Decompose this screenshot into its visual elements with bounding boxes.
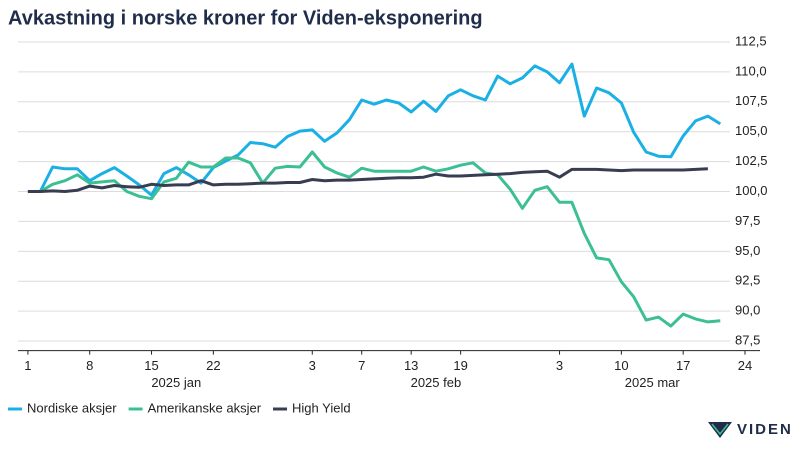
line-series [27, 167, 708, 193]
y-tick-label: 105,0 [735, 123, 768, 138]
brand-name: VIDEN [737, 421, 793, 438]
legend-item: Amerikanske aksjer [128, 400, 262, 415]
x-tick-label: 19 [453, 358, 467, 373]
legend-item: Nordiske aksjer [8, 400, 117, 415]
legend-item: High Yield [273, 400, 351, 415]
line-series [27, 150, 721, 328]
y-tick-label: 107,5 [735, 93, 768, 108]
legend-label: Nordiske aksjer [27, 400, 117, 415]
y-tick-label: 112,5 [735, 33, 767, 48]
y-tick-label: 87,5 [735, 332, 760, 347]
y-tick-label: 102,5 [735, 153, 768, 168]
x-tick-label: 24 [738, 358, 752, 373]
y-tick-label: 90,0 [735, 303, 760, 318]
x-tick-label: 13 [404, 358, 418, 373]
month-label: 2025 mar [625, 375, 681, 390]
y-tick-label: 95,0 [735, 243, 760, 258]
chart-title: Avkastning i norske kroner for Viden-eks… [8, 7, 483, 29]
y-tick-label: 92,5 [735, 273, 760, 288]
brand-logo: VIDEN [708, 421, 793, 438]
legend-label: Amerikanske aksjer [148, 400, 262, 415]
x-tick-label: 3 [309, 358, 316, 373]
month-label: 2025 jan [151, 375, 201, 390]
x-tick-label: 7 [358, 358, 365, 373]
x-tick-label: 1 [24, 358, 31, 373]
x-tick-label: 8 [86, 358, 93, 373]
x-tick-label: 17 [676, 358, 690, 373]
x-tick-label: 15 [144, 358, 158, 373]
legend-label: High Yield [292, 400, 351, 415]
y-tick-label: 100,0 [735, 183, 768, 198]
x-tick-label: 22 [206, 358, 220, 373]
x-tick-label: 10 [614, 358, 628, 373]
y-tick-label: 110,0 [735, 63, 767, 78]
line-series [27, 62, 722, 197]
month-label: 2025 feb [411, 375, 462, 390]
y-tick-label: 97,5 [735, 213, 760, 228]
x-tick-label: 3 [556, 358, 563, 373]
logo-accent [711, 423, 729, 436]
